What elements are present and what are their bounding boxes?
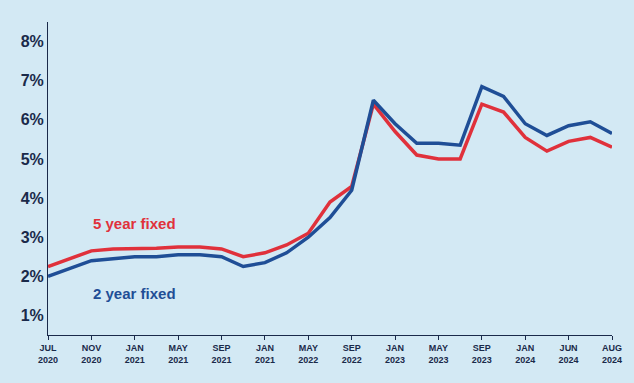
svg-text:6%: 6% <box>21 111 44 128</box>
svg-text:JAN2024: JAN2024 <box>515 343 535 365</box>
svg-text:2 year fixed: 2 year fixed <box>93 285 176 302</box>
svg-text:JAN2021: JAN2021 <box>125 343 145 365</box>
svg-text:SEP2023: SEP2023 <box>472 343 492 365</box>
svg-text:JUN2024: JUN2024 <box>559 343 579 365</box>
svg-text:7%: 7% <box>21 72 44 89</box>
svg-text:MAY2022: MAY2022 <box>298 343 318 365</box>
svg-text:8%: 8% <box>21 33 44 50</box>
svg-text:JAN2021: JAN2021 <box>255 343 275 365</box>
svg-text:5%: 5% <box>21 151 44 168</box>
svg-text:JUL2020: JUL2020 <box>38 343 58 365</box>
svg-text:5 year fixed: 5 year fixed <box>93 215 176 232</box>
svg-text:SEP2022: SEP2022 <box>342 343 362 365</box>
svg-text:AUG2024: AUG2024 <box>602 343 622 365</box>
svg-text:4%: 4% <box>21 190 44 207</box>
svg-text:2%: 2% <box>21 268 44 285</box>
svg-text:MAY2021: MAY2021 <box>168 343 188 365</box>
svg-text:JAN2023: JAN2023 <box>385 343 405 365</box>
svg-text:MAY2023: MAY2023 <box>428 343 448 365</box>
svg-text:1%: 1% <box>21 307 44 324</box>
svg-text:3%: 3% <box>21 229 44 246</box>
svg-text:SEP2021: SEP2021 <box>212 343 232 365</box>
svg-text:NOV2020: NOV2020 <box>81 343 101 365</box>
